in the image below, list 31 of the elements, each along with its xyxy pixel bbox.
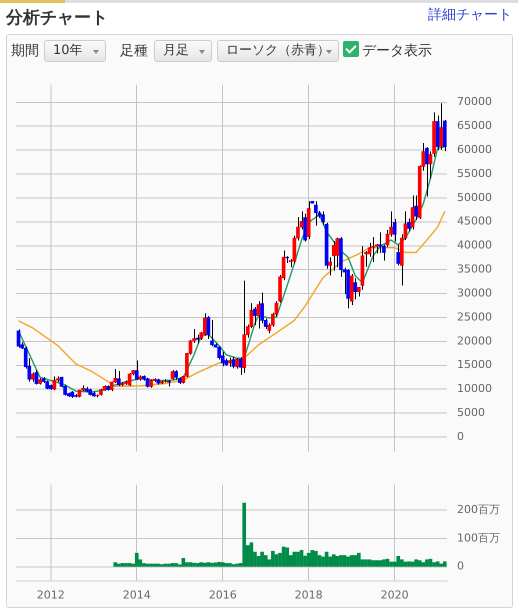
y-tick-label: 55000 <box>457 166 492 180</box>
y-tick-label: 35000 <box>457 262 492 276</box>
text: 月足 <box>163 43 189 58</box>
y-tick-label: 0 <box>457 430 464 443</box>
y-tick-label: 70000 <box>457 95 492 108</box>
y-tick-label: 45000 <box>457 214 492 228</box>
y-tick-label: 20000 <box>457 334 492 348</box>
x-tick-label: 2012 <box>36 588 65 602</box>
y-tick-label: 30000 <box>457 286 492 300</box>
y-tick-label: 25000 <box>457 310 492 324</box>
text: 10年 <box>53 43 83 58</box>
y-tick-label: 0 <box>457 560 464 573</box>
y-tick-label: 5000 <box>457 406 485 419</box>
y-tick-label: 100百万 <box>457 531 500 544</box>
x-tick-label: 2016 <box>208 588 237 602</box>
y-tick-label: 65000 <box>457 119 492 132</box>
x-tick-label: 2018 <box>294 588 323 602</box>
y-tick-label: 10000 <box>457 382 492 396</box>
text: ローソク（赤青） <box>226 43 330 58</box>
y-tick-label: 60000 <box>457 142 492 156</box>
text: データ表示 <box>362 42 432 60</box>
y-tick-label: 40000 <box>457 238 492 252</box>
y-tick-label: 50000 <box>457 190 492 204</box>
text: 期間 <box>11 42 39 60</box>
y-tick-label: 200百万 <box>457 502 500 516</box>
text: 詳細チャート <box>428 6 512 24</box>
y-tick-label: 15000 <box>457 358 492 372</box>
chart-title: 分析チャート <box>6 7 108 29</box>
x-tick-label: 2020 <box>380 588 409 602</box>
text: 足種 <box>120 42 148 60</box>
x-tick-label: 2014 <box>122 588 151 602</box>
